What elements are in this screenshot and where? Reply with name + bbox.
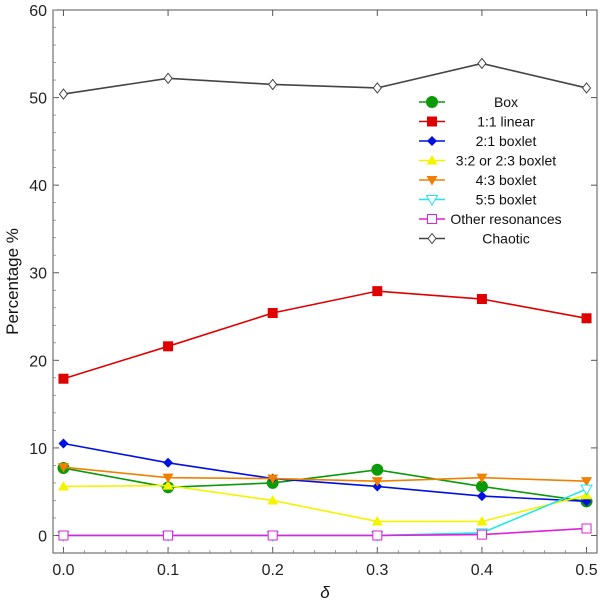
data-point-3-2-or-2-3-boxlet xyxy=(267,494,279,505)
x-tick-label: 0.4 xyxy=(471,562,493,579)
legend-marker-2-1-boxlet xyxy=(427,136,437,146)
data-point-3-2-or-2-3-boxlet xyxy=(57,480,69,491)
x-tick-label: 0.2 xyxy=(262,562,284,579)
series-4-3-boxlet xyxy=(57,463,593,487)
x-tick-label: 0.5 xyxy=(575,562,597,579)
legend-label: 1:1 linear xyxy=(477,114,535,130)
x-tick-label: 0.1 xyxy=(157,562,179,579)
series-box xyxy=(57,462,593,508)
series-line-5-5-boxlet xyxy=(63,488,587,537)
data-point-2-1-boxlet xyxy=(476,491,487,502)
legend-marker-other-resonances xyxy=(427,214,437,224)
data-point-1-1-linear xyxy=(58,373,69,384)
data-point-other-resonances xyxy=(58,530,69,541)
legend-entry-3-2-or-2-3-boxlet: 3:2 or 2:3 boxlet xyxy=(419,153,556,169)
data-point-other-resonances xyxy=(581,523,592,534)
legend-label: Chaotic xyxy=(482,231,529,247)
data-point-4-3-boxlet xyxy=(476,473,488,484)
series-line-other-resonances xyxy=(63,527,587,537)
data-point-2-1-boxlet xyxy=(163,457,174,468)
series-line-chaotic xyxy=(63,62,587,95)
legend-entry-1-1-linear: 1:1 linear xyxy=(419,114,535,130)
legend-entry-box: Box xyxy=(419,94,518,110)
series-line-1-1-linear xyxy=(63,290,587,380)
legend-entry-5-5-boxlet: 5:5 boxlet xyxy=(419,192,536,208)
series-chaotic xyxy=(58,57,592,100)
data-point-chaotic xyxy=(581,82,592,94)
series-layer xyxy=(57,57,593,542)
data-point-5-5-boxlet xyxy=(580,484,593,496)
data-point-3-2-or-2-3-boxlet xyxy=(371,515,383,526)
legend: Box 1:1 linear 2:1 boxlet 3:2 or 2:3 boxlet… xyxy=(419,94,562,247)
legend-label: 2:1 boxlet xyxy=(476,133,537,149)
x-tick-label: 0.0 xyxy=(52,562,74,579)
data-point-4-3-boxlet xyxy=(57,463,69,473)
x-axis-title: δ xyxy=(320,583,330,602)
axis-ticks: 0.0 0.1 0.2 0.3 0.4 0.5 0 10 20 30 40 50 60 xyxy=(29,3,598,579)
y-tick-label: 50 xyxy=(29,91,47,108)
series-line-4-3-boxlet xyxy=(63,466,587,482)
x-tick-label: 0.3 xyxy=(366,562,388,579)
data-point-3-2-or-2-3-boxlet xyxy=(162,480,174,490)
data-point-chaotic xyxy=(477,57,487,70)
data-point-box xyxy=(371,463,384,476)
data-point-1-1-linear xyxy=(163,341,174,352)
legend-entry-2-1-boxlet: 2:1 boxlet xyxy=(419,133,536,149)
y-tick-label: 0 xyxy=(38,528,47,545)
data-point-chaotic xyxy=(372,82,382,94)
data-point-chaotic xyxy=(268,78,278,91)
legend-marker-5-5-boxlet xyxy=(425,195,439,206)
data-point-4-3-boxlet xyxy=(581,477,593,487)
series-line-2-1-boxlet xyxy=(63,442,587,503)
y-axis-title: Percentage % xyxy=(3,228,22,335)
legend-entry-4-3-boxlet: 4:3 boxlet xyxy=(419,172,536,188)
data-point-1-1-linear xyxy=(372,286,383,297)
data-point-other-resonances xyxy=(163,530,174,541)
data-point-4-3-boxlet xyxy=(267,474,279,485)
data-point-chaotic xyxy=(58,88,69,100)
legend-label: Box xyxy=(494,94,518,110)
legend-label: 3:2 or 2:3 boxlet xyxy=(456,153,557,169)
y-tick-label: 60 xyxy=(29,3,47,20)
data-point-other-resonances xyxy=(372,530,383,541)
data-point-other-resonances xyxy=(476,529,487,540)
legend-marker-3-2-or-2-3-boxlet xyxy=(426,155,438,165)
y-tick-label: 40 xyxy=(29,178,47,195)
data-point-chaotic xyxy=(163,72,173,85)
data-point-1-1-linear xyxy=(476,294,487,305)
series-3-2-or-2-3-boxlet xyxy=(57,480,593,526)
legend-marker-1-1-linear xyxy=(427,116,437,127)
series-line-3-2-or-2-3-boxlet xyxy=(63,484,587,523)
y-tick-label: 20 xyxy=(29,353,47,370)
data-point-3-2-or-2-3-boxlet xyxy=(476,515,488,526)
data-point-4-3-boxlet xyxy=(371,477,383,487)
legend-entry-other-resonances: Other resonances xyxy=(419,211,562,227)
data-point-1-1-linear xyxy=(581,313,592,324)
plot-frame xyxy=(52,9,598,554)
data-point-other-resonances xyxy=(267,530,278,541)
data-point-4-3-boxlet xyxy=(162,473,174,484)
legend-marker-chaotic xyxy=(427,232,437,245)
series-1-1-linear xyxy=(58,286,592,384)
series-other-resonances xyxy=(58,523,592,541)
legend-label: 5:5 boxlet xyxy=(476,192,537,208)
legend-entry-chaotic: Chaotic xyxy=(419,231,530,247)
series-line-box xyxy=(63,467,587,503)
legend-label: 4:3 boxlet xyxy=(476,172,537,188)
data-point-1-1-linear xyxy=(267,308,278,319)
legend-marker-4-3-boxlet xyxy=(426,176,438,186)
y-tick-label: 10 xyxy=(29,441,47,458)
series-2-1-boxlet xyxy=(58,438,592,507)
legend-label: Other resonances xyxy=(450,211,561,227)
y-tick-label: 30 xyxy=(29,266,47,283)
data-point-2-1-boxlet xyxy=(58,438,69,449)
legend-marker-box xyxy=(426,96,438,108)
